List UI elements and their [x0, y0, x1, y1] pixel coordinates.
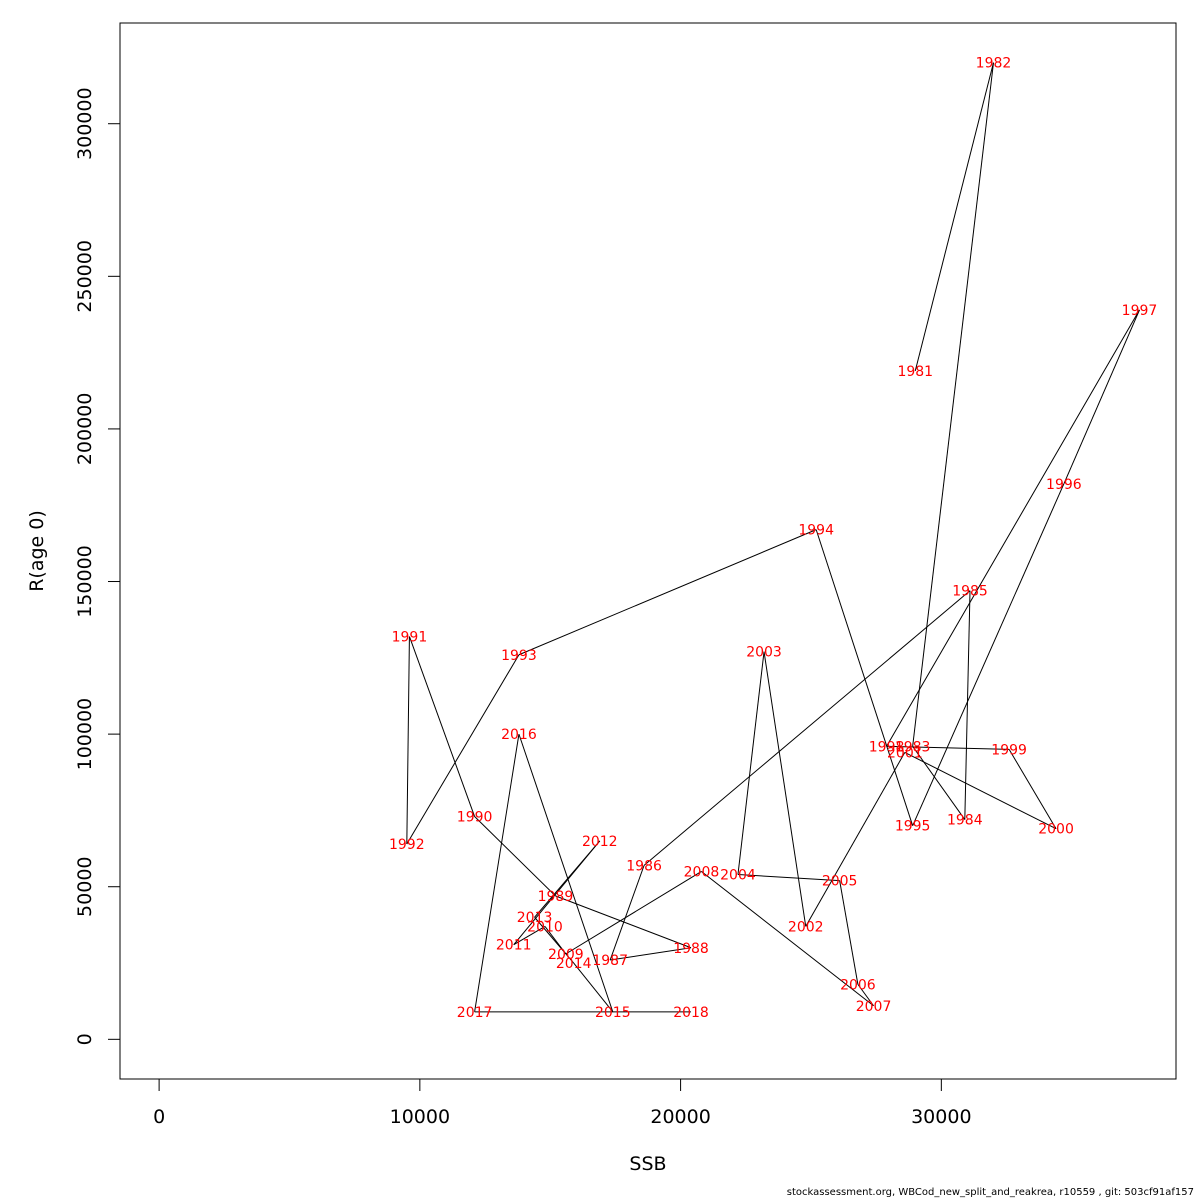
series-segment	[839, 880, 859, 985]
series-segment	[474, 734, 520, 1012]
point-label-1982: 1982	[976, 56, 1012, 72]
series-segment	[534, 916, 575, 964]
footer-credit: stockassessment.org, WBCod_new_split_and…	[786, 1187, 1194, 1198]
x-tick-label: 10000	[390, 1106, 450, 1128]
point-label-1994: 1994	[798, 523, 834, 539]
series-segment	[518, 529, 817, 656]
point-label-2008: 2008	[684, 864, 720, 880]
point-label-1985: 1985	[952, 584, 988, 600]
point-label-1993: 1993	[501, 648, 537, 664]
series-segment	[518, 733, 614, 1013]
point-label-1996: 1996	[1046, 477, 1082, 493]
series-lines	[406, 62, 1140, 1013]
point-label-2016: 2016	[501, 727, 537, 743]
point-label-1986: 1986	[626, 858, 662, 874]
series-segment	[886, 309, 1140, 747]
series-segment	[474, 816, 556, 897]
point-label-1981: 1981	[897, 364, 933, 380]
point-labels: 1981 1982 1983 1984 1985 1986 1987 1988 1989 1990…	[389, 56, 1157, 1021]
point-label-2018: 2018	[673, 1005, 709, 1021]
series-segment	[573, 962, 614, 1013]
point-label-2003: 2003	[746, 645, 782, 661]
series-segment	[815, 529, 914, 826]
y-tick-label: 50000	[74, 856, 96, 916]
series-segment	[737, 874, 840, 882]
plot-frame	[119, 22, 1177, 1080]
point-label-2014: 2014	[556, 956, 592, 972]
point-label-2007: 2007	[856, 999, 892, 1015]
series-segment	[406, 636, 410, 845]
point-label-1998: 1998	[869, 739, 905, 755]
point-label-1997: 1997	[1122, 303, 1158, 319]
series-segment	[737, 651, 765, 875]
series-segment	[1008, 749, 1057, 829]
series-segment	[912, 62, 994, 747]
y-axis-label: R(age 0)	[26, 510, 48, 592]
point-label-1990: 1990	[457, 810, 493, 826]
series-segment	[1063, 309, 1140, 485]
point-label-2002: 2002	[788, 919, 824, 935]
point-label-1995: 1995	[895, 819, 931, 835]
y-tick-label: 250000	[74, 240, 96, 313]
series-segment	[805, 752, 906, 927]
y-tick-label: 100000	[74, 698, 96, 771]
point-label-1989: 1989	[538, 889, 574, 905]
x-tick-label: 30000	[911, 1106, 971, 1128]
point-label-2011: 2011	[496, 938, 532, 954]
point-label-1992: 1992	[389, 837, 425, 853]
series-segment	[763, 651, 807, 927]
point-label-2004: 2004	[720, 868, 756, 884]
series-segment	[886, 745, 1010, 750]
series-segment	[701, 871, 874, 1007]
y-tick-label: 150000	[74, 545, 96, 618]
point-label-2015: 2015	[595, 1005, 631, 1021]
point-label-1987: 1987	[592, 953, 628, 969]
point-label-2017: 2017	[457, 1005, 493, 1021]
x-tick-label: 0	[153, 1106, 165, 1128]
series-segment	[609, 865, 645, 961]
y-tick-label: 0	[74, 1033, 96, 1045]
series-segment	[912, 746, 966, 820]
y-tick-label: 300000	[74, 87, 96, 160]
x-axis: 0 10000 20000 30000	[153, 1078, 972, 1128]
series-segment	[914, 62, 994, 372]
y-tick-label: 200000	[74, 393, 96, 466]
point-label-2000: 2000	[1038, 822, 1074, 838]
x-tick-label: 20000	[650, 1106, 710, 1128]
series-segment	[904, 751, 1057, 830]
series-segment	[643, 590, 971, 866]
series-segment	[408, 636, 476, 817]
y-axis: 0 50000 100000 150000 200000 250000 300000	[74, 87, 121, 1045]
point-label-2012: 2012	[582, 834, 618, 850]
series-segment	[534, 840, 601, 918]
series-segment	[406, 654, 520, 845]
point-label-1999: 1999	[991, 742, 1027, 758]
point-label-2013: 2013	[517, 910, 553, 926]
point-label-1983: 1983	[895, 739, 931, 755]
point-label-1991: 1991	[392, 629, 428, 645]
series-segment	[610, 947, 692, 961]
point-label-2005: 2005	[822, 874, 858, 890]
x-axis-label: SSB	[629, 1153, 666, 1175]
series-segment	[912, 483, 1065, 826]
point-label-2001: 2001	[887, 745, 923, 761]
series-segment	[857, 984, 874, 1007]
series-segment	[964, 590, 971, 820]
point-label-2006: 2006	[840, 977, 876, 993]
series-segment	[513, 925, 546, 946]
point-label-1988: 1988	[673, 941, 709, 957]
point-label-1984: 1984	[947, 813, 983, 829]
point-label-2009: 2009	[548, 947, 584, 963]
point-label-2010: 2010	[527, 919, 563, 935]
series-segment	[555, 895, 692, 949]
